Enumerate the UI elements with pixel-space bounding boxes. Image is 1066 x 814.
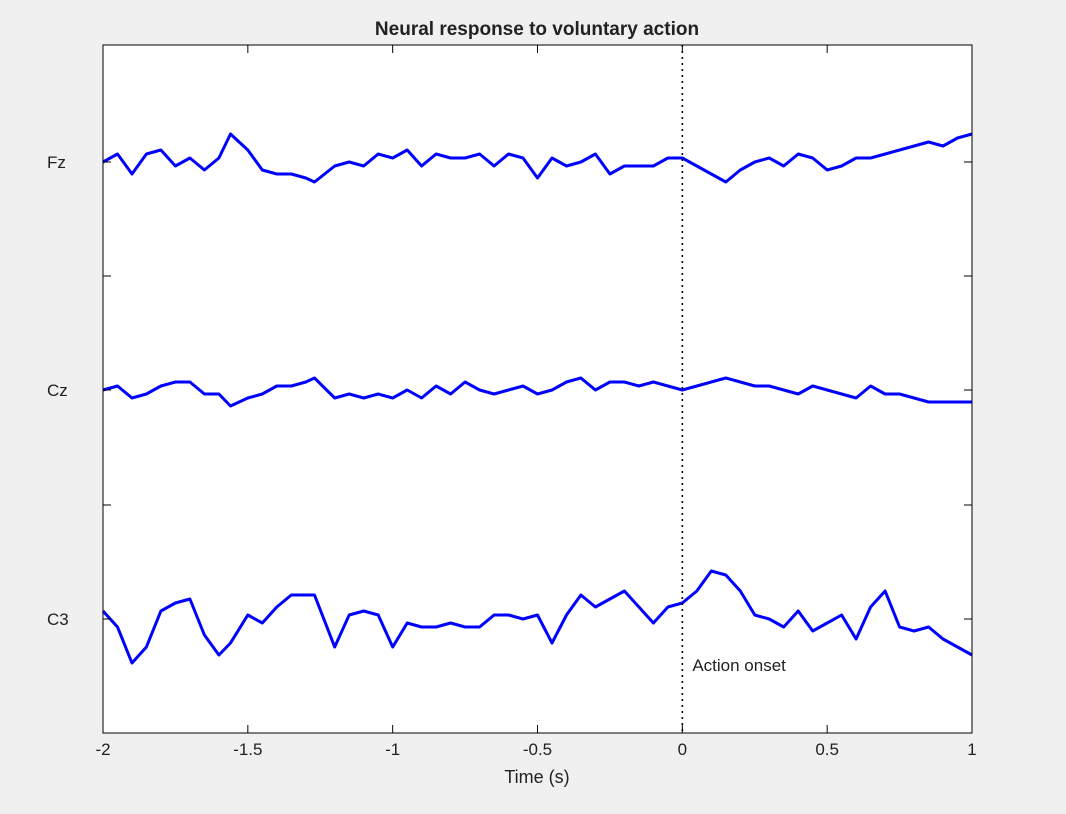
channel-label-fz: Fz: [47, 153, 66, 172]
trace-cz: [102, 376, 972, 408]
x-tick-label: -0.5: [523, 740, 552, 759]
chart-title: Neural response to voluntary action: [375, 19, 699, 40]
x-tick-label: -2: [95, 740, 110, 759]
trace-fz: [102, 132, 973, 184]
x-tick-label: -1: [385, 740, 400, 759]
x-axis-ticks: -2 -1.5 -1 -0.5 0 0.5 1: [95, 45, 977, 759]
trace-c3: [101, 569, 973, 665]
x-tick-label: 1: [967, 740, 976, 759]
channel-traces: [101, 132, 973, 665]
y-axis-ticks: Fz Cz C3: [47, 153, 972, 629]
channel-label-c3: C3: [47, 610, 69, 629]
x-axis-label: Time (s): [504, 767, 569, 787]
x-tick-label: -1.5: [233, 740, 262, 759]
plot-area: [103, 45, 972, 733]
channel-label-cz: Cz: [47, 381, 68, 400]
x-tick-label: 0.5: [815, 740, 839, 759]
x-tick-label: 0: [678, 740, 687, 759]
action-onset-label: Action onset: [692, 656, 786, 675]
